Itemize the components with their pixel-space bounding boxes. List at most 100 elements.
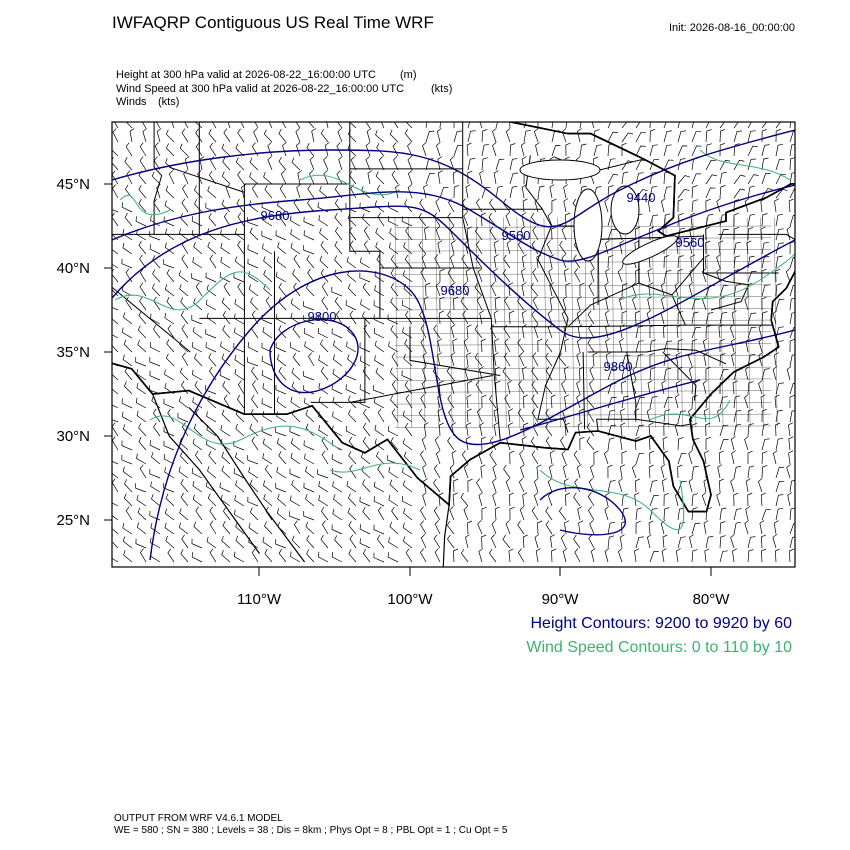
wind-barb — [531, 394, 539, 409]
wind-barb — [691, 507, 698, 521]
wind-barb — [112, 368, 119, 381]
wind-barb — [276, 354, 287, 367]
wind-barb — [621, 132, 634, 143]
wind-barb — [278, 451, 287, 465]
wind-barb — [402, 480, 413, 493]
wind-barb — [732, 380, 738, 395]
wind-barb — [632, 296, 637, 311]
wind-barb — [425, 130, 435, 143]
wind-barb — [193, 521, 203, 535]
wind-barb — [331, 286, 343, 297]
county-border — [394, 284, 772, 287]
wind-barb — [691, 438, 700, 451]
wind-barb — [661, 380, 667, 395]
wind-barb — [649, 214, 659, 227]
county-border — [597, 217, 602, 428]
wind-barb — [647, 198, 653, 213]
wind-barb — [390, 437, 399, 451]
wind-barb — [391, 170, 399, 185]
wind-barb — [688, 450, 693, 465]
wind-barb — [404, 254, 413, 269]
wind-barb — [373, 481, 385, 493]
wind-barb — [112, 388, 119, 395]
wind-barb — [275, 427, 287, 437]
wind-barb — [691, 185, 698, 199]
wind-barb — [704, 450, 710, 465]
wind-barb — [733, 508, 742, 521]
wind-barb — [308, 122, 315, 129]
wind-barb — [389, 367, 399, 381]
wind-barb — [150, 537, 161, 549]
height-contour-label: 9860 — [604, 359, 633, 374]
wind-barb — [661, 296, 666, 311]
wind-barb — [719, 229, 729, 241]
wind-barb — [719, 535, 726, 549]
wind-barb — [703, 352, 709, 367]
wind-barb — [305, 494, 315, 507]
state-border — [635, 418, 690, 427]
wind-barb — [180, 492, 189, 507]
wind-barb — [192, 397, 203, 409]
wind-barb — [233, 272, 245, 283]
wind-barb — [345, 202, 357, 213]
wind-barb — [576, 310, 582, 325]
wind-barb — [178, 522, 189, 535]
wind-barb — [264, 549, 273, 563]
county-border — [394, 217, 399, 428]
wind-barb — [139, 296, 147, 311]
wind-barb — [366, 128, 372, 143]
wind-barb — [621, 310, 627, 324]
wind-barb — [373, 327, 385, 339]
wind-barb — [635, 310, 641, 325]
height-contour-label: 9680 — [441, 283, 470, 298]
wind-barb — [733, 130, 743, 143]
wind-barb — [579, 143, 587, 157]
wind-barb — [323, 170, 329, 185]
wind-barb — [276, 467, 287, 479]
wind-barb — [233, 468, 245, 479]
wind-barb — [222, 506, 231, 521]
wind-barb — [788, 548, 795, 563]
wind-barb — [112, 460, 119, 465]
wind-barb — [453, 130, 463, 143]
wind-barb — [663, 422, 669, 437]
wind-barb — [261, 398, 273, 409]
wind-barb — [276, 396, 287, 409]
wind-barb — [718, 478, 725, 493]
wind-barb — [691, 522, 701, 535]
wind-barb — [467, 122, 470, 129]
field-name: Wind Speed at 300 hPa valid at 2026-08-2… — [116, 83, 404, 95]
wind-barb — [167, 548, 175, 563]
state-border — [662, 351, 697, 401]
wind-barb — [646, 310, 652, 325]
wind-barb — [236, 199, 245, 213]
wind-barb — [331, 524, 343, 535]
wind-barb — [747, 450, 753, 464]
coastline — [188, 406, 306, 563]
wind-barb — [389, 227, 399, 241]
wind-barb — [647, 380, 653, 395]
wind-barb — [476, 296, 483, 311]
wind-barb — [761, 408, 768, 423]
wind-barb — [180, 297, 189, 311]
wind-barb — [789, 215, 795, 227]
wind-barb — [495, 380, 501, 395]
wind-barb — [221, 171, 231, 185]
wind-barb — [505, 478, 511, 493]
county-border — [625, 217, 629, 428]
wind-barb — [747, 130, 756, 143]
wind-barb — [163, 398, 175, 409]
wind-barb — [180, 549, 189, 563]
wind-barb — [747, 423, 754, 437]
wind-barb — [677, 481, 687, 493]
wind-barb — [112, 472, 119, 479]
wind-speed-contour — [619, 239, 795, 301]
wind-barb — [579, 282, 585, 297]
wind-legend: Wind Speed Contours: 0 to 110 by 10 — [526, 639, 792, 656]
wind-barb — [434, 436, 441, 451]
wind-barb — [347, 493, 357, 507]
wind-barb — [223, 212, 231, 227]
wind-barb — [521, 268, 526, 283]
wind-barb — [433, 324, 441, 339]
